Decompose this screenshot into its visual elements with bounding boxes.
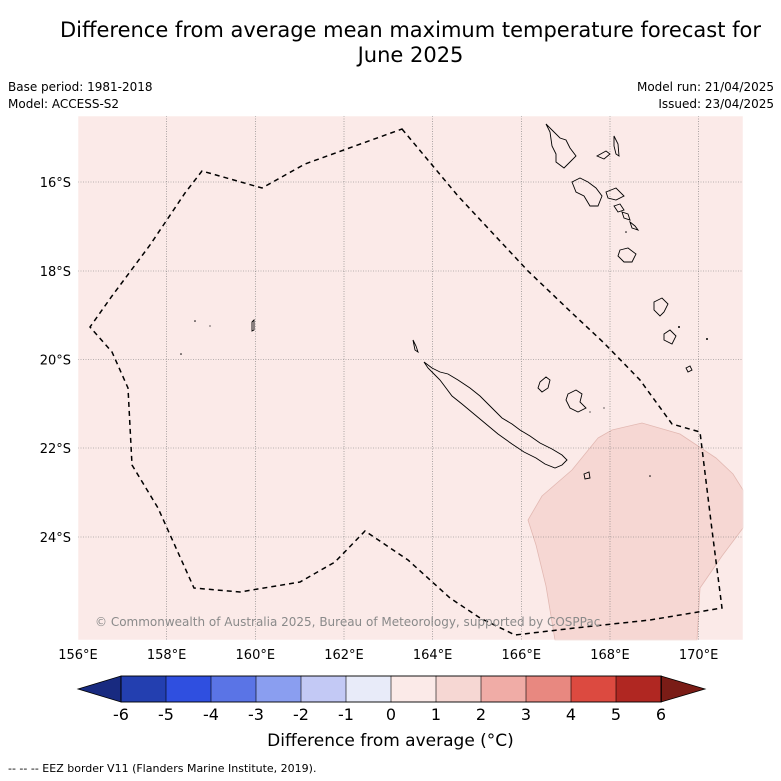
colorbar-tick-label: -6 [113,705,129,724]
model-run: Model run: 21/04/2025 [636,80,774,94]
colorbar-tick-label: 1 [431,705,441,724]
island-ambrym [605,187,625,201]
colorbar-block [435,675,482,703]
lat-tick: 18°S [40,265,71,280]
island-erromango [653,297,669,317]
colorbar-tick-label: -1 [338,705,354,724]
island-epi [613,203,625,213]
island-belep [412,339,419,354]
colorbar-extend-high-outline [660,675,707,703]
islet [625,231,627,233]
colorbar-block [255,675,302,703]
islet [194,320,196,322]
island-efate [617,247,637,263]
colorbar-block [345,675,392,703]
islet [180,353,182,355]
colorbar-block [165,675,212,703]
colorbar-tick-label: 5 [611,705,621,724]
islet [209,325,211,327]
colorbar-tick-label: -2 [293,705,309,724]
lat-tick: 20°S [40,354,71,369]
colorbar-extend-low-outline [76,675,122,703]
anomaly-region [527,422,744,641]
island-malekula [571,177,603,207]
islet [706,338,708,340]
colorbar-tick-label: 2 [476,705,486,724]
island-chesterfield [251,318,255,332]
colorbar-block [480,675,527,703]
colorbar-block [300,675,347,703]
lat-tick: 16°S [40,176,71,191]
colorbar-block [570,675,617,703]
island-maewo [595,150,611,160]
lat-tick: 22°S [40,442,71,457]
title-line-1: Difference from average mean maximum tem… [60,18,761,42]
lon-tick: 168°E [590,648,630,663]
island-aneityum [685,365,693,373]
colorbar-tick-label: 0 [386,705,396,724]
island-ouvea [537,376,551,393]
lon-tick: 166°E [502,648,542,663]
islet [603,407,605,409]
island-isle-of-pines [583,471,591,480]
lon-tick: 164°E [413,648,453,663]
colorbar-tick-label: -4 [203,705,219,724]
colorbar-tick-label: 6 [656,705,666,724]
colorbar-block [210,675,257,703]
title-line-2: June 2025 [357,43,464,67]
lon-tick: 158°E [147,648,187,663]
lat-tick: 24°S [40,531,71,546]
island-pentecost [613,135,620,157]
island-lifou [565,389,587,413]
island-shepherd [621,211,631,221]
map-frame [77,115,744,641]
copyright-text: © Commonwealth of Australia 2025, Bureau… [95,615,600,629]
islet [589,411,591,413]
colorbar-block [525,675,572,703]
tiny-islets [180,231,708,477]
colorbar-extend-low [78,676,121,702]
graticule [78,116,743,640]
lat-tick-labels: 16°S 18°S 20°S 22°S 24°S [40,176,71,546]
island-grande-terre [423,361,568,469]
colorbar-tick-label: 3 [521,705,531,724]
island-tanna [663,329,677,345]
eez-footer-note: -- -- -- EEZ border V11 (Flanders Marine… [8,762,317,775]
lon-tick: 170°E [679,648,719,663]
colorbar-block [120,675,167,703]
colorbar-block [390,675,437,703]
lon-tick: 162°E [324,648,364,663]
island-emae [629,220,640,231]
meta-left: Base period: 1981-2018 Model: ACCESS-S2 [8,79,153,113]
base-period: Base period: 1981-2018 [8,80,153,94]
issued-date: Issued: 23/04/2025 [658,97,774,111]
colorbar-block [615,675,662,703]
lon-tick-labels: 156°E 158°E 160°E 162°E 164°E 166°E 168°… [58,648,718,663]
eez-border [89,128,723,636]
map-title: Difference from average mean maximum tem… [0,18,781,68]
lon-tick: 160°E [236,648,276,663]
colorbar-label: Difference from average (°C) [267,731,514,751]
colorbar-tick-label: -3 [248,705,264,724]
island-espiritu-santo [545,123,577,169]
colorbar-extend-high [661,676,705,702]
colorbar-tick-label: -5 [158,705,174,724]
islet [649,475,651,477]
islet [678,326,680,328]
meta-right: Model run: 21/04/2025 Issued: 23/04/2025 [637,79,774,113]
lon-tick: 156°E [58,648,98,663]
colorbar-tick-label: 4 [566,705,576,724]
colorbar: -6 -5 -4 -3 -2 -1 0 1 2 3 4 5 6 [76,675,707,724]
coastlines [251,123,693,480]
model-name: Model: ACCESS-S2 [8,97,120,111]
